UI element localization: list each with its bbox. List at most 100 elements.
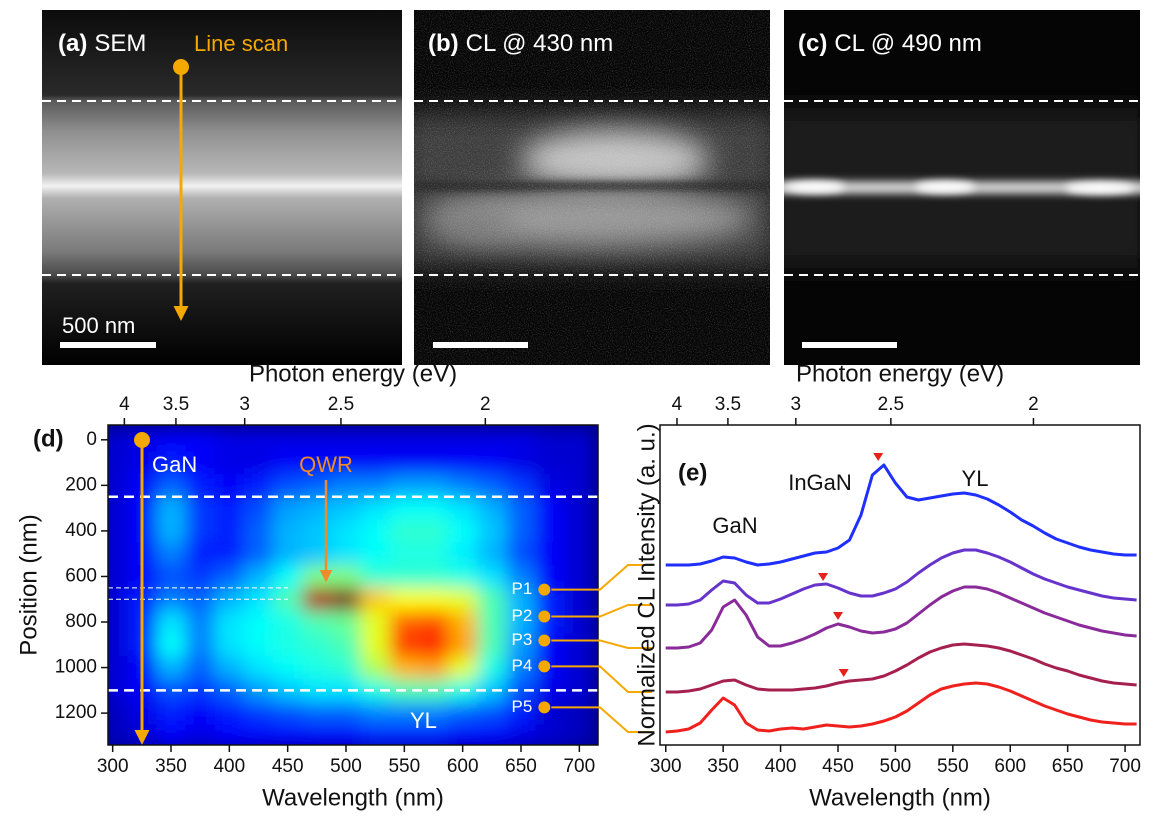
- scale-bar: [802, 342, 897, 348]
- heatmap-cell: [331, 610, 362, 634]
- heatmap-cell: [243, 451, 274, 475]
- panel-label: (b): [428, 30, 459, 57]
- spectrum-line: [665, 548, 1137, 607]
- heatmap-cell: [108, 656, 128, 680]
- heatmap-cell: [331, 587, 362, 612]
- heatmap-cell: [156, 496, 187, 521]
- heatmap-cell: [214, 428, 245, 452]
- heatmap-cell: [389, 724, 420, 745]
- heatmap-cell: [360, 678, 391, 703]
- heatmap-cell: [564, 473, 595, 498]
- position-point-label: P2: [512, 606, 533, 625]
- heatmap-cell: [214, 633, 245, 657]
- heatmap-cell: [243, 656, 274, 680]
- peak-marker: [838, 669, 849, 677]
- y-tick-label: 600: [65, 565, 97, 586]
- heatmap-cell: [108, 565, 128, 589]
- heatmap-cell: [477, 496, 507, 521]
- x2-tick-label: 3.5: [163, 394, 189, 415]
- y-tick-label: 0: [86, 429, 97, 450]
- guide-lines: [42, 100, 1140, 276]
- annotation: InGaN: [788, 470, 852, 495]
- heatmap-cell: [302, 496, 332, 521]
- heatmap-cell: [418, 428, 449, 452]
- position-connector: [551, 665, 652, 693]
- heatmap-cell: [360, 565, 391, 589]
- heatmap-cell: [273, 428, 303, 452]
- heatmap-cell: [360, 701, 391, 726]
- heatmap-cell: [360, 428, 391, 452]
- cl-spot: [785, 181, 845, 193]
- heatmap-cell: [302, 610, 332, 634]
- annotation: GaN: [152, 452, 197, 477]
- heatmap-cell: [477, 701, 507, 726]
- heatmap-cell: [448, 565, 478, 589]
- heatmap-cell: [389, 610, 420, 634]
- heatmap-cell: [331, 428, 362, 452]
- heatmap-cell: [418, 496, 449, 521]
- heatmap-cell: [564, 701, 595, 726]
- heatmap-cell: [185, 496, 216, 521]
- x-tick-label: 350: [707, 756, 739, 777]
- x-tick-label: 450: [822, 756, 854, 777]
- heatmap-cell: [302, 724, 332, 745]
- heatmap-cell: [331, 451, 362, 475]
- spectrum-line: [665, 463, 1137, 567]
- heatmap-cell: [185, 473, 216, 498]
- x-tick-label: 350: [155, 756, 187, 777]
- x-tick-label: 550: [937, 756, 969, 777]
- heatmap-cell: [477, 633, 507, 657]
- heatmap-cell: [448, 496, 478, 521]
- x-tick-label: 500: [880, 756, 912, 777]
- x-axis-label: Wavelength (nm): [809, 784, 991, 811]
- heatmap-cell: [418, 724, 449, 745]
- cl-430-image: [414, 10, 770, 365]
- heatmap-cell: [535, 496, 566, 521]
- heatmap-cell: [156, 724, 187, 745]
- heatmap-cell: [156, 542, 187, 566]
- heatmap-cell: [331, 496, 362, 521]
- position-point: [538, 634, 551, 647]
- heatmap-cell: [273, 542, 303, 566]
- heatmap-cell: [506, 610, 537, 634]
- position-point-label: P5: [512, 697, 533, 716]
- heatmap-cell: [302, 656, 332, 680]
- heatmap-cell: [156, 656, 187, 680]
- heatmap-cell: [535, 724, 566, 745]
- heatmap-cell: [185, 565, 216, 589]
- heatmap-cell: [448, 656, 478, 680]
- heatmap-cell: [243, 496, 274, 521]
- heatmap-cell: [108, 496, 128, 521]
- heatmap-cell: [506, 656, 537, 680]
- heatmap-cell: [389, 473, 420, 498]
- heatmap-cell: [564, 656, 595, 680]
- heatmap-cell: [273, 519, 303, 543]
- heatmap-cell: [273, 701, 303, 726]
- heatmap-cell: [477, 451, 507, 475]
- peak-marker: [873, 453, 884, 461]
- heatmap-cell: [156, 610, 187, 634]
- heatmap-cell: [389, 496, 420, 521]
- heatmap-cell: [448, 428, 478, 452]
- y-tick-label: 1000: [55, 657, 97, 678]
- heatmap-cell: [418, 587, 449, 612]
- heatmap-cell: [389, 701, 420, 726]
- heatmap-cell: [214, 610, 245, 634]
- heatmap-cell: [506, 565, 537, 589]
- annotation: YL: [962, 466, 989, 491]
- heatmap-cell: [185, 724, 216, 745]
- heatmap-cell: [243, 610, 274, 634]
- heatmap-cell: [273, 633, 303, 657]
- heatmap-cell: [273, 473, 303, 498]
- heatmap-cell: [477, 519, 507, 543]
- cl-spot: [1065, 182, 1135, 194]
- heatmap-cell: [477, 542, 507, 566]
- heatmap-cell: [360, 587, 391, 612]
- heatmap-cell: [448, 724, 478, 745]
- x-tick-label: 550: [388, 756, 420, 777]
- heatmap-cell: [448, 542, 478, 566]
- heatmap-cell: [243, 587, 274, 612]
- heatmap-cell: [477, 610, 507, 634]
- heatmap-cell: [448, 473, 478, 498]
- heatmap-cell: [214, 656, 245, 680]
